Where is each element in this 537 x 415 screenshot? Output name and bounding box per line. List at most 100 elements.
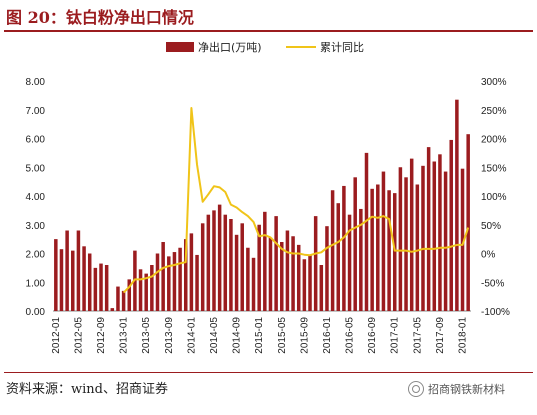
bar bbox=[296, 244, 301, 311]
bar bbox=[466, 134, 470, 311]
bar bbox=[144, 273, 148, 311]
bar bbox=[359, 208, 363, 311]
bar bbox=[178, 247, 182, 311]
y-left-tick-label: 8.00 bbox=[26, 77, 46, 88]
bar bbox=[150, 265, 154, 311]
axes-group: 0.00 1.00 2.00 3.00 4.00 5.00 6.00 7.00 8.00 -100… bbox=[26, 77, 510, 354]
bar bbox=[76, 230, 81, 311]
x-tick-label: 2016-09 bbox=[367, 317, 378, 354]
x-tick-label: 2014-01 bbox=[186, 317, 197, 354]
y-right-tick-label: 50% bbox=[481, 221, 501, 232]
bar bbox=[240, 223, 244, 311]
x-tick-label: 2017-05 bbox=[412, 317, 423, 354]
y-right-tick-label: 200% bbox=[481, 135, 507, 146]
y-right-tick-label: 250% bbox=[481, 106, 507, 117]
bar bbox=[200, 223, 205, 311]
cumulative-yoy-line bbox=[122, 107, 470, 294]
bar bbox=[455, 99, 459, 311]
legend-label-bar: 净出口(万吨) bbox=[198, 40, 262, 54]
bar bbox=[308, 254, 312, 311]
bar bbox=[212, 210, 216, 311]
y-left-tick-label: 7.00 bbox=[26, 106, 46, 117]
watermark-text: 招商钢铁新材料 bbox=[428, 383, 505, 396]
bar bbox=[82, 246, 86, 311]
x-tick-label: 2017-09 bbox=[435, 317, 446, 354]
x-tick-label: 2015-01 bbox=[254, 317, 265, 354]
bar bbox=[257, 224, 261, 311]
bar bbox=[353, 177, 357, 311]
x-tick-label: 2015-09 bbox=[299, 317, 310, 354]
bar bbox=[421, 165, 425, 311]
bar bbox=[325, 226, 329, 311]
y-left-tick-label: 5.00 bbox=[26, 163, 46, 174]
bar bbox=[460, 168, 465, 311]
bars-group bbox=[54, 99, 470, 311]
bar bbox=[347, 214, 352, 311]
bar bbox=[71, 250, 75, 311]
x-tick-label: 2012-01 bbox=[51, 317, 62, 354]
x-tick-label: 2013-01 bbox=[119, 317, 130, 354]
bar bbox=[229, 219, 233, 311]
y-right-tick-label: 0% bbox=[481, 250, 496, 261]
x-tick-label: 2016-01 bbox=[322, 317, 333, 354]
y-right-tick-label: 100% bbox=[481, 192, 507, 203]
bar bbox=[183, 239, 188, 311]
bar bbox=[302, 259, 307, 311]
bar bbox=[110, 308, 115, 311]
bar bbox=[443, 171, 448, 311]
bar bbox=[167, 256, 171, 311]
bar bbox=[87, 253, 92, 311]
bar bbox=[313, 216, 318, 311]
bar bbox=[104, 265, 109, 311]
bar bbox=[161, 242, 165, 311]
legend-swatch-bar bbox=[166, 42, 194, 52]
bar bbox=[54, 239, 58, 311]
x-tick-label: 2015-05 bbox=[277, 317, 288, 354]
bar bbox=[206, 214, 211, 311]
y-left-tick-label: 3.00 bbox=[26, 221, 46, 232]
line-group bbox=[122, 107, 470, 294]
bar bbox=[93, 267, 98, 311]
bar bbox=[172, 252, 177, 311]
y-right-tick-label: -100% bbox=[481, 307, 510, 318]
bar bbox=[127, 279, 132, 311]
bar bbox=[246, 247, 250, 311]
bar bbox=[65, 230, 69, 311]
y-left-tick-label: 0.00 bbox=[26, 307, 46, 318]
bar bbox=[189, 233, 194, 311]
footer-divider bbox=[4, 372, 533, 373]
bar bbox=[274, 216, 278, 311]
x-tick-label: 2012-05 bbox=[73, 317, 84, 354]
bar bbox=[59, 249, 64, 311]
legend: 净出口(万吨) 累计同比 bbox=[166, 40, 364, 54]
x-tick-label: 2018-01 bbox=[458, 317, 469, 354]
x-tick-label: 2016-05 bbox=[345, 317, 356, 354]
bar bbox=[404, 177, 408, 311]
y-right-tick-label: -50% bbox=[481, 278, 504, 289]
bar bbox=[155, 253, 160, 311]
bar bbox=[319, 265, 324, 311]
y-right-tick-label: 300% bbox=[481, 77, 507, 88]
bar bbox=[415, 184, 420, 311]
bar bbox=[268, 237, 273, 311]
bar bbox=[330, 190, 335, 311]
bar bbox=[116, 286, 120, 311]
x-tick-label: 2013-09 bbox=[164, 317, 175, 354]
bar bbox=[234, 234, 239, 311]
bar bbox=[138, 269, 143, 311]
x-tick-label: 2014-05 bbox=[209, 317, 220, 354]
bar bbox=[370, 188, 374, 311]
y-right-tick-label: 150% bbox=[481, 163, 507, 174]
bar bbox=[426, 147, 431, 311]
figure-title: 图 20：钛白粉净出口情况 bbox=[6, 8, 194, 27]
bar bbox=[364, 152, 369, 311]
wechat-icon bbox=[408, 381, 424, 397]
watermark: 招商钢铁新材料 bbox=[408, 381, 505, 397]
x-tick-label: 2012-09 bbox=[96, 317, 107, 354]
bar bbox=[398, 167, 403, 311]
bar bbox=[432, 161, 437, 311]
source-note: 资料来源：wind、招商证券 bbox=[6, 382, 168, 397]
bar bbox=[392, 193, 397, 311]
bar bbox=[223, 214, 228, 311]
